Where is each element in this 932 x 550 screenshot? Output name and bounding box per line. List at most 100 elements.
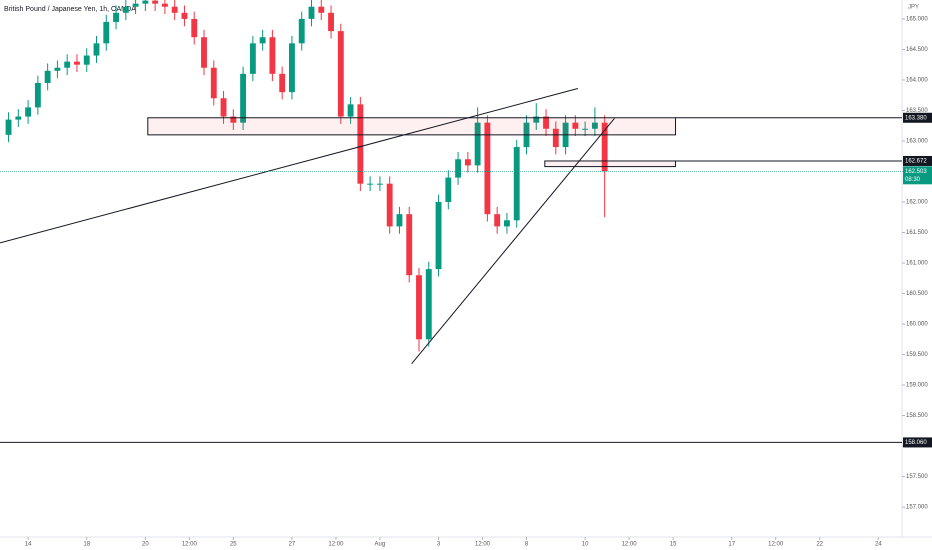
y-tick-label: 157.000 [906, 505, 928, 511]
x-tick-label: 27 [289, 542, 296, 548]
zone [147, 117, 677, 136]
y-tick-label: 160.000 [906, 322, 928, 328]
candle-body [425, 269, 432, 340]
candle-body [171, 6, 178, 13]
y-tick-label: 160.500 [906, 291, 928, 297]
y-tick-label: 159.500 [906, 352, 928, 358]
candle-body [386, 183, 393, 227]
candle-body [113, 12, 119, 22]
candle-body [54, 67, 61, 71]
y-tick-label: 157.500 [906, 474, 928, 480]
zone-price-label: 162.672 [905, 159, 927, 165]
currency-label: JPY [908, 5, 919, 11]
candle-body [289, 43, 295, 93]
hline-price-label: 158.060 [905, 440, 927, 446]
candle-body [318, 6, 325, 13]
y-tick-label: 163.500 [906, 108, 928, 114]
zone [544, 160, 677, 168]
zone-price-box [903, 155, 932, 166]
candle-body [142, 0, 149, 4]
candle-body [122, 6, 129, 13]
y-tick-label: 161.500 [906, 230, 928, 236]
y-tick-label: 163.000 [906, 139, 928, 145]
x-tick-label: 25 [230, 542, 237, 548]
candle-body [396, 214, 403, 227]
trendline [0, 87, 578, 244]
candle-body [74, 61, 80, 65]
candle-body [132, 3, 139, 7]
candle-body [591, 122, 598, 129]
candle-body [230, 116, 237, 123]
candle-body [34, 82, 41, 108]
candle-body [298, 18, 305, 44]
x-tick-label: 3 [437, 542, 441, 548]
y-tick-label: 159.000 [906, 383, 928, 389]
candle-body [504, 220, 510, 227]
last-price-box [903, 166, 932, 185]
candle-body [455, 159, 462, 178]
candle-body [445, 177, 452, 202]
candle-body [552, 128, 559, 148]
candle-body [601, 122, 608, 172]
y-tick-label: 165.000 [906, 16, 928, 22]
candle-body [83, 55, 90, 65]
y-tick-label: 161.000 [906, 261, 928, 267]
candle-body [416, 275, 422, 340]
x-tick-label: 15 [670, 542, 677, 548]
candle-body [64, 61, 71, 68]
candle-body [279, 73, 286, 93]
candle-body [5, 119, 12, 135]
y-tick-label: 164.000 [906, 78, 928, 84]
y-tick-label: 164.500 [906, 47, 928, 53]
candle-body [181, 12, 188, 19]
candle-body [376, 183, 383, 185]
candle-body [533, 116, 540, 123]
x-tick-label: 14 [25, 542, 32, 548]
countdown-label: 08:30 [905, 177, 921, 183]
candle-body [210, 67, 217, 99]
zone-price-box [903, 112, 932, 123]
x-tick-label: 12:00 [622, 542, 638, 548]
candle-body [367, 183, 374, 185]
candle-body [25, 107, 32, 117]
x-tick-label: 10 [582, 542, 589, 548]
candle-body [406, 214, 413, 276]
x-tick-label: 18 [83, 542, 90, 548]
x-tick-label: 8 [525, 542, 529, 548]
zone-price-label: 163.380 [905, 115, 927, 121]
candle-body [484, 122, 491, 215]
candle-body [93, 43, 100, 56]
x-tick-label: 24 [875, 542, 882, 548]
y-tick-label: 162.000 [906, 200, 928, 206]
candle-body [201, 37, 207, 68]
candle-body [259, 37, 266, 44]
candle-body [249, 43, 256, 74]
candle-body [44, 70, 51, 83]
trendline [411, 118, 615, 365]
candle-body [269, 37, 276, 74]
x-tick-label: 20 [142, 542, 149, 548]
x-tick-label: Aug [375, 542, 386, 548]
candle-body [328, 12, 334, 32]
candle-body [474, 122, 481, 166]
y-tick-label: 158.500 [906, 413, 928, 419]
candle-body [337, 31, 344, 117]
x-tick-label: 12:00 [475, 542, 491, 548]
candle-body [464, 159, 471, 166]
candle-body [240, 73, 247, 123]
candle-body [15, 116, 22, 120]
chart-title: British Pound / Japanese Yen, 1h, OANDA [4, 6, 136, 13]
candle-body [191, 18, 198, 38]
candle-body [543, 116, 549, 129]
candle-body [494, 214, 501, 227]
x-tick-label: 12:00 [328, 542, 344, 548]
candle-body [161, 3, 168, 7]
candle-body [308, 6, 315, 19]
candle-body [435, 201, 442, 270]
candle-body [357, 104, 364, 184]
hline-price-box [903, 437, 932, 448]
x-tick-label: 17 [728, 542, 735, 548]
